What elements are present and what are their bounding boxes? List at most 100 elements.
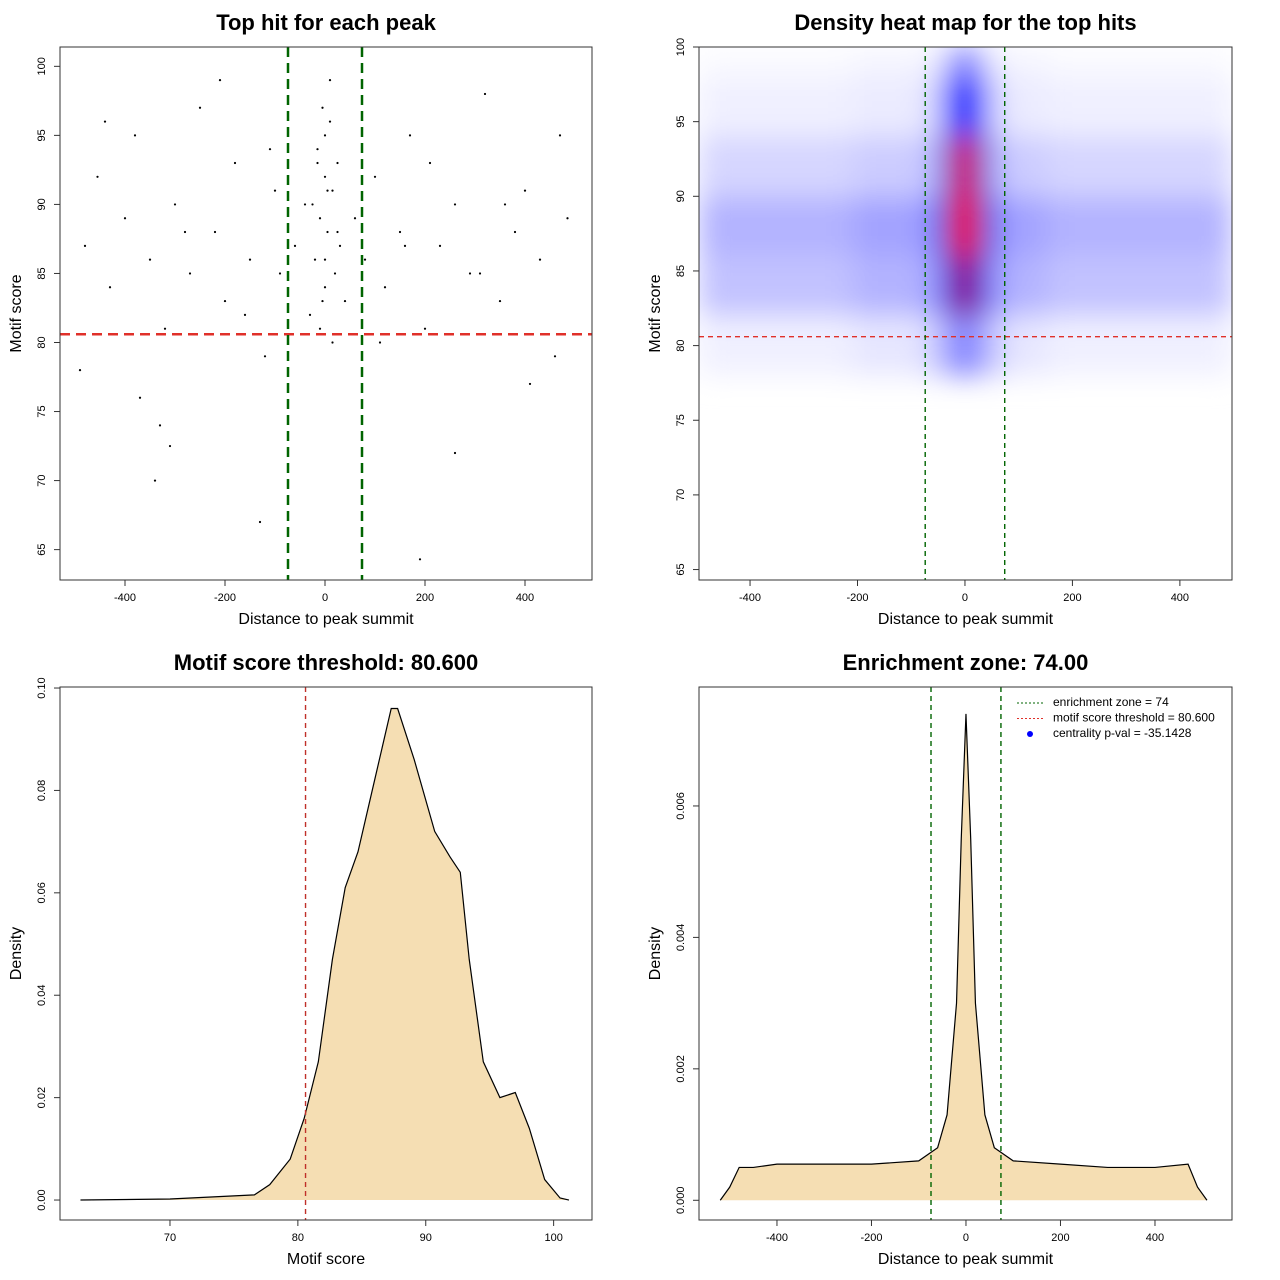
chart-title: Density heat map for the top hits — [794, 10, 1136, 35]
point — [378, 341, 382, 344]
x-tick-label: 90 — [420, 1232, 432, 1244]
heat-cell — [852, 315, 925, 376]
x-tick-label: 0 — [322, 592, 328, 604]
heat-cell — [852, 136, 925, 197]
heat-cells — [699, 47, 1232, 376]
point — [263, 355, 267, 358]
panel: Enrichment zone: 74.00 Distance to peak s… — [647, 650, 1233, 1268]
point — [163, 327, 167, 330]
y-tick-label: 75 — [675, 414, 687, 426]
y-tick-label: 100 — [675, 38, 687, 56]
point — [383, 286, 387, 289]
heat-cell — [1005, 76, 1049, 137]
x-tick-label: -400 — [739, 592, 761, 604]
point — [268, 148, 272, 151]
y-tick-label: 0.006 — [675, 792, 687, 820]
heat-cell — [699, 47, 853, 77]
heat-cell — [943, 47, 955, 77]
y-tick-label: 90 — [675, 190, 687, 202]
point — [318, 327, 322, 330]
point — [133, 134, 137, 137]
point — [243, 313, 247, 316]
x-tick-label: 400 — [1171, 592, 1189, 604]
point — [523, 189, 527, 192]
y-tick-label: 0.00 — [36, 1189, 48, 1210]
heat-cell — [1048, 47, 1232, 77]
y-tick-label: 0.08 — [36, 780, 48, 801]
x-tick-label: 70 — [164, 1232, 176, 1244]
point — [331, 189, 334, 192]
plot-area — [80, 687, 570, 1220]
plot-area — [699, 47, 1232, 580]
heat-cell — [986, 76, 1006, 137]
point — [316, 148, 319, 151]
y-tick-label: 85 — [675, 265, 687, 277]
y-tick-label: 0.004 — [675, 924, 687, 952]
heat-cell — [699, 196, 853, 257]
point — [326, 189, 329, 192]
point — [158, 424, 162, 427]
heat-cell — [1005, 315, 1049, 376]
heat-cell — [852, 256, 925, 316]
panel: Density heat map for the top hits Distanc… — [647, 10, 1233, 628]
y-tick-label: 0.000 — [675, 1187, 687, 1215]
y-tick-label: 65 — [675, 563, 687, 575]
chart-title: Top hit for each peak — [216, 10, 436, 35]
point — [336, 230, 339, 234]
y-tick-label: 70 — [675, 489, 687, 501]
point — [188, 272, 192, 275]
heat-cell — [1048, 256, 1232, 316]
plot-frame — [59, 46, 593, 581]
point — [303, 203, 307, 206]
panel: Top hit for each peak Distance to peak su… — [8, 10, 593, 628]
point — [483, 92, 487, 96]
heat-cell — [986, 47, 1006, 77]
heat-cell — [699, 136, 853, 197]
point — [248, 258, 252, 261]
heat-cell — [1005, 136, 1049, 197]
point — [78, 369, 82, 372]
point — [321, 106, 324, 109]
heat-cell — [1005, 196, 1049, 257]
point — [423, 327, 427, 330]
heat-cell — [986, 196, 1006, 257]
heat-cell — [1048, 76, 1232, 137]
point — [138, 396, 142, 399]
point — [258, 520, 262, 524]
point — [343, 299, 347, 303]
legend-label: motif score threshold = 80.600 — [1053, 711, 1215, 725]
x-tick-label: -200 — [214, 592, 236, 604]
point — [513, 230, 517, 234]
point — [96, 175, 99, 178]
y-tick-label: 0.10 — [36, 677, 48, 698]
y-tick-label: 85 — [36, 267, 48, 279]
density-line — [719, 713, 1208, 1201]
heat-cell — [924, 256, 944, 316]
point — [323, 175, 327, 178]
heat-cell — [943, 196, 955, 257]
y-tick-label: 0.06 — [36, 882, 48, 903]
y-axis-label: Motif score — [647, 274, 664, 352]
heat-cell — [852, 196, 925, 257]
point — [323, 134, 327, 137]
point — [223, 299, 227, 303]
y-axis-label: Motif score — [8, 274, 25, 352]
y-tick-label: 95 — [36, 129, 48, 141]
plot-area — [719, 687, 1208, 1220]
heat-cell — [943, 315, 955, 376]
point — [468, 272, 472, 275]
x-tick-label: -400 — [114, 592, 136, 604]
heat-cell — [975, 136, 987, 197]
heat-cell — [975, 196, 987, 257]
y-tick-label: 0.02 — [36, 1087, 48, 1108]
heat-cell — [954, 256, 976, 316]
heat-cell — [924, 47, 944, 77]
point — [538, 258, 542, 261]
point — [173, 203, 177, 206]
heat-cell — [954, 196, 976, 257]
y-tick-label: 90 — [36, 198, 48, 210]
heat-cell — [986, 256, 1006, 316]
point — [398, 230, 402, 234]
legend-label: enrichment zone = 74 — [1053, 695, 1169, 709]
panel: Motif score threshold: 80.600 Motif score… — [8, 650, 593, 1268]
